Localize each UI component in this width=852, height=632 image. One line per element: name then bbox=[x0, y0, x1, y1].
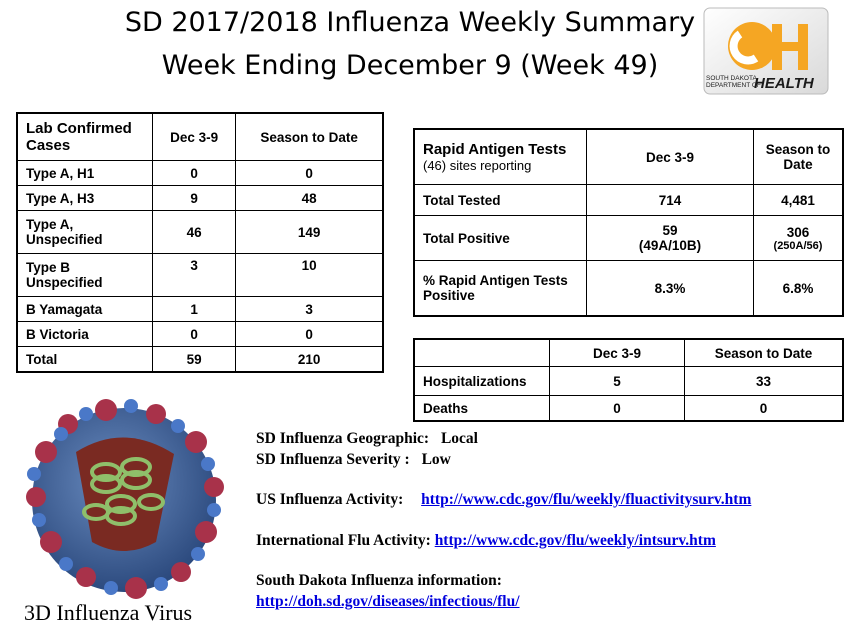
us-activity-link[interactable]: http://www.cdc.gov/flu/weekly/fluactivit… bbox=[421, 491, 751, 508]
rapid-header-season: Season to Date bbox=[754, 129, 844, 185]
row-week: 1 bbox=[153, 297, 236, 322]
table-row: % Rapid Antigen Tests Positive 8.3% 6.8% bbox=[414, 261, 843, 317]
table-row: Total 59 210 bbox=[17, 347, 383, 373]
row-week: 59 (49A/10B) bbox=[587, 216, 754, 261]
row-week: 3 bbox=[153, 254, 236, 297]
row-label: Type A, H3 bbox=[17, 186, 153, 211]
row-label: B Yamagata bbox=[17, 297, 153, 322]
severity-value: Low bbox=[422, 451, 451, 468]
hospitalizations-table: Dec 3-9 Season to Date Hospitalizations … bbox=[413, 338, 844, 422]
row-label: Deaths bbox=[414, 396, 550, 422]
logo-health-text: HEALTH bbox=[754, 75, 815, 92]
rapid-title: Rapid Antigen Tests bbox=[423, 141, 566, 158]
lab-header-label: Lab Confirmed Cases bbox=[17, 113, 153, 161]
positive-week-breakdown: (49A/10B) bbox=[595, 238, 745, 253]
intl-activity-label: International Flu Activity: bbox=[256, 532, 431, 549]
geographic-line: SD Influenza Geographic: Local bbox=[256, 430, 478, 448]
intl-activity-line: International Flu Activity: http://www.c… bbox=[256, 532, 716, 550]
rapid-subtitle: (46) sites reporting bbox=[423, 158, 578, 173]
rapid-antigen-table: Rapid Antigen Tests (46) sites reporting… bbox=[413, 128, 844, 317]
row-season: 48 bbox=[236, 186, 383, 211]
us-activity-line: US Influenza Activity: http://www.cdc.go… bbox=[256, 491, 751, 509]
page-title-line2: Week Ending December 9 (Week 49) bbox=[100, 49, 720, 83]
row-season: 149 bbox=[236, 211, 383, 254]
positive-season-breakdown: (250A/56) bbox=[762, 240, 834, 252]
row-week: 0 bbox=[153, 322, 236, 347]
table-row: B Victoria 0 0 bbox=[17, 322, 383, 347]
severity-label: SD Influenza Severity : bbox=[256, 451, 410, 468]
row-season: 10 bbox=[236, 254, 383, 297]
lab-header-week: Dec 3-9 bbox=[153, 113, 236, 161]
row-season: 6.8% bbox=[754, 261, 844, 317]
sd-info-line: http://doh.sd.gov/diseases/infectious/fl… bbox=[256, 593, 520, 611]
row-label: Total bbox=[17, 347, 153, 373]
row-season: 4,481 bbox=[754, 185, 844, 216]
table-row: Type B Unspecified 3 10 bbox=[17, 254, 383, 297]
row-week: 46 bbox=[153, 211, 236, 254]
intl-activity-link[interactable]: http://www.cdc.gov/flu/weekly/intsurv.ht… bbox=[435, 532, 716, 549]
row-season: 0 bbox=[236, 161, 383, 186]
row-label: Hospitalizations bbox=[414, 367, 550, 396]
row-week: 8.3% bbox=[587, 261, 754, 317]
hosp-header-season: Season to Date bbox=[685, 339, 844, 367]
geographic-label: SD Influenza Geographic: bbox=[256, 430, 429, 447]
lab-confirmed-table: Lab Confirmed Cases Dec 3-9 Season to Da… bbox=[16, 112, 384, 373]
table-row: Type A, H1 0 0 bbox=[17, 161, 383, 186]
row-label: B Victoria bbox=[17, 322, 153, 347]
row-season: 210 bbox=[236, 347, 383, 373]
virus-caption: 3D Influenza Virus bbox=[24, 600, 192, 626]
row-label: Type A, H1 bbox=[17, 161, 153, 186]
table-row: Type A, Unspecified 46 149 bbox=[17, 211, 383, 254]
hosp-header-week: Dec 3-9 bbox=[550, 339, 685, 367]
row-week: 0 bbox=[153, 161, 236, 186]
lab-header-season: Season to Date bbox=[236, 113, 383, 161]
positive-week-value: 59 bbox=[595, 223, 745, 238]
geographic-value: Local bbox=[441, 430, 478, 447]
table-row: Deaths 0 0 bbox=[414, 396, 843, 422]
row-week: 59 bbox=[153, 347, 236, 373]
row-label: Total Positive bbox=[414, 216, 587, 261]
sd-info-label: South Dakota Influenza information: bbox=[256, 572, 502, 590]
table-row: B Yamagata 1 3 bbox=[17, 297, 383, 322]
sd-health-logo: SOUTH DAKOTA DEPARTMENT OF HEALTH bbox=[700, 6, 832, 96]
table-row: Type A, H3 9 48 bbox=[17, 186, 383, 211]
table-row: Hospitalizations 5 33 bbox=[414, 367, 843, 396]
logo-text-line1: SOUTH DAKOTA bbox=[706, 75, 757, 82]
row-label: % Rapid Antigen Tests Positive bbox=[414, 261, 587, 317]
row-season: 0 bbox=[685, 396, 844, 422]
hosp-header-blank bbox=[414, 339, 550, 367]
row-week: 5 bbox=[550, 367, 685, 396]
severity-line: SD Influenza Severity : Low bbox=[256, 451, 451, 469]
row-season: 0 bbox=[236, 322, 383, 347]
row-label: Type A, Unspecified bbox=[17, 211, 153, 254]
table-row: Total Tested 714 4,481 bbox=[414, 185, 843, 216]
row-season: 3 bbox=[236, 297, 383, 322]
table-row: Total Positive 59 (49A/10B) 306 (250A/56… bbox=[414, 216, 843, 261]
row-season: 33 bbox=[685, 367, 844, 396]
positive-season-value: 306 bbox=[762, 225, 834, 240]
rapid-header-cell: Rapid Antigen Tests (46) sites reporting bbox=[414, 129, 587, 185]
row-week: 0 bbox=[550, 396, 685, 422]
rapid-header-week: Dec 3-9 bbox=[587, 129, 754, 185]
page-title-line1: SD 2017/2018 Influenza Weekly Summary bbox=[100, 6, 720, 40]
row-label: Type B Unspecified bbox=[17, 254, 153, 297]
row-week: 9 bbox=[153, 186, 236, 211]
row-week: 714 bbox=[587, 185, 754, 216]
influenza-virus-image bbox=[6, 392, 242, 602]
logo-text-line2: DEPARTMENT OF bbox=[706, 82, 761, 89]
row-label: Total Tested bbox=[414, 185, 587, 216]
row-season: 306 (250A/56) bbox=[754, 216, 844, 261]
sd-info-link[interactable]: http://doh.sd.gov/diseases/infectious/fl… bbox=[256, 593, 520, 610]
us-activity-label: US Influenza Activity: bbox=[256, 491, 403, 508]
